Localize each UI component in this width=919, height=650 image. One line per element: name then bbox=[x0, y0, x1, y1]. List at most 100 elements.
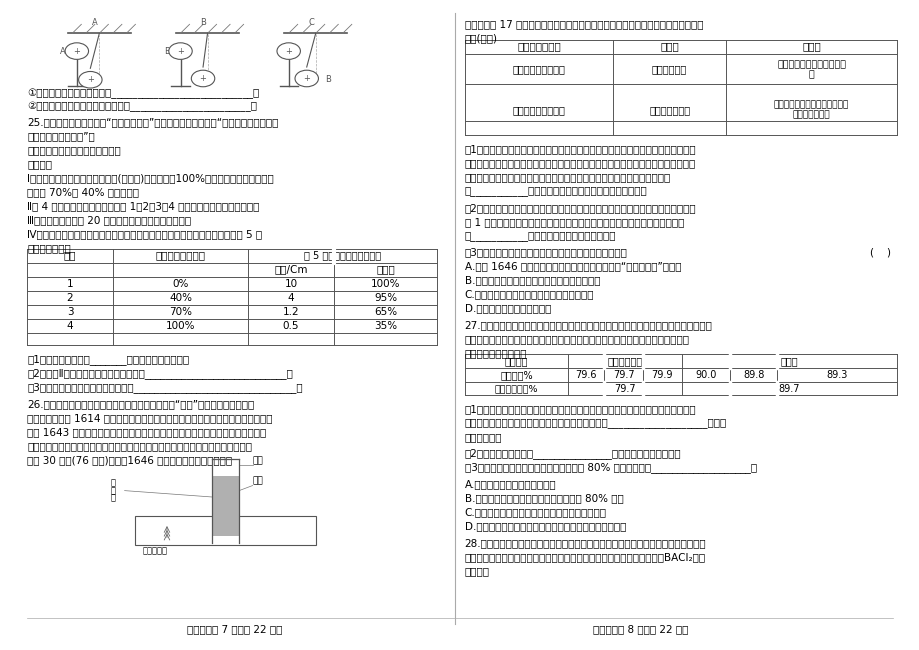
Text: 用 1 米左右长，不同直径的玻璃管进行托里拆利实验，如果观察到的实验现象: 用 1 米左右长，不同直径的玻璃管进行托里拆利实验，如果观察到的实验现象 bbox=[464, 216, 683, 227]
Text: 27.小柯为了研究用向上排空气法和排水法收集的氧气浓度是否有差异，做了如下实验：: 27.小柯为了研究用向上排空气法和排水法收集的氧气浓度是否有差异，做了如下实验： bbox=[464, 320, 711, 330]
Text: 管: 管 bbox=[110, 494, 115, 502]
Text: 100%: 100% bbox=[165, 320, 195, 331]
Text: （3）下列关于科学本质及科学发现过程的描述，正确的有: （3）下列关于科学本质及科学发现过程的描述，正确的有 bbox=[464, 247, 627, 257]
Text: 是___________，但是实验现象却是水柱液面下降得更多。: 是___________，但是实验现象却是水柱液面下降得更多。 bbox=[464, 186, 647, 196]
Text: 实验材料：黄豆、烟草及其他材料: 实验材料：黄豆、烟草及其他材料 bbox=[28, 146, 121, 155]
Text: 为氧气集满的标准；用排水法收集氧气时，以观察到___________________为氧气: 为氧气集满的标准；用排水法收集氧气时，以观察到_________________… bbox=[464, 418, 726, 428]
Text: 水銀: 水銀 bbox=[253, 476, 263, 486]
Text: （1）一些反对者认为，由于管内水銀产生了蕊汽，使水銀减少，水銀液面下降。为: （1）一些反对者认为，由于管内水銀产生了蕊汽，使水銀减少，水銀液面下降。为 bbox=[464, 144, 696, 154]
Text: 100%: 100% bbox=[370, 279, 400, 289]
Text: 89.8: 89.8 bbox=[743, 370, 764, 380]
Text: A: A bbox=[60, 47, 66, 56]
Text: 氧气浓度，数据见表。: 氧气浓度，数据见表。 bbox=[464, 348, 527, 358]
Text: 真空: 真空 bbox=[253, 456, 263, 465]
Bar bbox=[140, 521, 311, 543]
Text: (    ): ( ) bbox=[869, 247, 890, 257]
Text: ①小球偏离竖直方向的原因是___________________________。: ①小球偏离竖直方向的原因是___________________________… bbox=[28, 88, 259, 99]
Text: 0%: 0% bbox=[172, 279, 188, 289]
Text: +: + bbox=[74, 47, 80, 56]
Text: 探究步骤: 探究步骤 bbox=[28, 159, 52, 170]
Text: 关键问题的回答: 关键问题的回答 bbox=[516, 42, 561, 51]
Text: 65%: 65% bbox=[374, 307, 397, 317]
Text: Ⅰ用烟草、蕊馏水制得烟草浸出液(原浸液)，浓度视为100%，再通过稀释原浸液得到: Ⅰ用烟草、蕊馏水制得烟草浸出液(原浸液)，浓度视为100%，再通过稀释原浸液得到 bbox=[28, 174, 274, 183]
Text: B: B bbox=[324, 75, 330, 84]
Text: 25.小柯看到香烟盒上印有“吸烟有害健康”，于是他利用实验探究“烟草浸出液对种子萍: 25.小柯看到香烟盒上印有“吸烟有害健康”，于是他利用实验探究“烟草浸出液对种子… bbox=[28, 118, 278, 127]
Text: 28.为探究一瓶久置的氧化铜固体样品是否全部变质，小柯取少量样品配制成溶液，再: 28.为探究一瓶久置的氧化铜固体样品是否全部变质，小柯取少量样品配制成溶液，再 bbox=[464, 538, 706, 548]
Text: 芽长/Cm: 芽长/Cm bbox=[274, 265, 307, 274]
Text: 所有亚里士多德学派、笛卡尔、: 所有亚里士多德学派、笛卡尔、 bbox=[773, 100, 848, 109]
Text: +: + bbox=[86, 75, 94, 84]
Text: 氧气浓度%: 氧气浓度% bbox=[500, 370, 532, 380]
Text: 排水法: 排水法 bbox=[780, 356, 798, 367]
Text: 第 5 天的平均芽长和萍发率: 第 5 天的平均芽长和萍发率 bbox=[304, 250, 381, 261]
Text: Ⅲ在每个培养皿中放 20 粒同样饱满的黄豆，盖上盖子。: Ⅲ在每个培养皿中放 20 粒同样饱满的黄豆，盖上盖子。 bbox=[28, 215, 191, 226]
Text: 0.5: 0.5 bbox=[282, 320, 299, 331]
Text: C.科学发现是一个不断完善、不断修正的过程: C.科学发现是一个不断完善、不断修正的过程 bbox=[464, 289, 594, 300]
Text: 尔: 尔 bbox=[808, 71, 813, 80]
Text: 材料二：至少从 1614 年开始，伽利略却认为空气是有重量，他的同事典学生托里拆: 材料二：至少从 1614 年开始，伽利略却认为空气是有重量，他的同事典学生托里拆 bbox=[28, 413, 272, 423]
Text: 材料三：在 17 世纪中叶，对该实验的两个关键问题的回答都有代表性的支持者和反: 材料三：在 17 世纪中叶，对该实验的两个关键问题的回答都有代表性的支持者和反 bbox=[464, 20, 702, 29]
Text: 集满的标准。: 集满的标准。 bbox=[464, 432, 502, 442]
Text: D.当氧气进入集气瓶时，瓶内空气与进入的氧气相互扩散: D.当氧气进入集气瓶时，瓶内空气与进入的氧气相互扩散 bbox=[464, 521, 625, 531]
Text: 的数据如下表：: 的数据如下表： bbox=[28, 244, 71, 254]
Bar bbox=[135, 516, 315, 545]
Circle shape bbox=[295, 70, 318, 86]
Text: 酒柱与水柱哪个液面下降得更多？反对者们认为酒的液面下降得更多，原因: 酒柱与水柱哪个液面下降得更多？反对者们认为酒的液面下降得更多，原因 bbox=[464, 172, 670, 182]
Circle shape bbox=[65, 43, 88, 59]
Text: 35%: 35% bbox=[374, 320, 397, 331]
Text: 26.材料一：两千多年前，亚里士多德认为空气含有“重量”，真空是不存在的。: 26.材料一：两千多年前，亚里士多德认为空气含有“重量”，真空是不存在的。 bbox=[28, 399, 255, 409]
Text: 支持者: 支持者 bbox=[660, 42, 678, 51]
Text: 科学试卷第 7 页（八 22 页）: 科学试卷第 7 页（八 22 页） bbox=[187, 625, 282, 634]
Text: 40%: 40% bbox=[169, 292, 192, 303]
Text: 浓度为 70%、 40% 的浸出液。: 浓度为 70%、 40% 的浸出液。 bbox=[28, 187, 139, 198]
Text: （3）向上排空气法收集到的氧气浓度只有 80% 左右的原因有___________________。: （3）向上排空气法收集到的氧气浓度只有 80% 左右的原因有__________… bbox=[464, 463, 755, 473]
Text: 3: 3 bbox=[67, 307, 74, 317]
Text: 利在 1643 年做了如图实验：把一端封闭的长玻璃管装满水銀置在一个敬口的水銀: 利在 1643 年做了如图实验：把一端封闭的长玻璃管装满水銀置在一个敬口的水銀 bbox=[28, 427, 267, 437]
Text: 加热高锂酸钔因体，分别用两种方法各收集三瓶氧气，并使用传感器测定收集到的: 加热高锂酸钔因体，分别用两种方法各收集三瓶氧气，并使用传感器测定收集到的 bbox=[464, 334, 688, 344]
Text: 编号: 编号 bbox=[63, 250, 76, 261]
Bar bbox=[211, 476, 239, 536]
Text: 呼中性）: 呼中性） bbox=[464, 566, 489, 576]
Circle shape bbox=[168, 43, 192, 59]
Text: A.公元 1646 年前，所有人都赞同亚里士多德提出“真空不存在”的观点: A.公元 1646 年前，所有人都赞同亚里士多德提出“真空不存在”的观点 bbox=[464, 261, 680, 271]
Text: C.当观察到带火星木条复燃时，集气箱内还有空气: C.当观察到带火星木条复燃时，集气箱内还有空气 bbox=[464, 507, 606, 517]
Text: D.实验是科学研究的重要方法: D.实验是科学研究的重要方法 bbox=[464, 304, 550, 313]
Text: 79.6: 79.6 bbox=[575, 370, 596, 380]
Text: 79.9: 79.9 bbox=[651, 370, 673, 380]
Text: Ⅳ每天定时向各培养皿中喷洒等量、对应浓度的浸出液，并记录数据。其中第 5 天: Ⅳ每天定时向各培养皿中喷洒等量、对应浓度的浸出液，并记录数据。其中第 5 天 bbox=[28, 229, 262, 239]
Text: 90.0: 90.0 bbox=[695, 370, 716, 380]
Text: 95%: 95% bbox=[374, 292, 397, 303]
Circle shape bbox=[277, 43, 301, 59]
Text: 所有亚里士多德学派罗贝尔: 所有亚里士多德学派罗贝尔 bbox=[777, 60, 845, 70]
Text: 喷洒的浸出液浓度: 喷洒的浸出液浓度 bbox=[155, 250, 205, 261]
Text: 水銀柱上方存在真空: 水銀柱上方存在真空 bbox=[512, 105, 564, 114]
Text: B.科学实验中要努力得到和前人一样的实验结论: B.科学实验中要努力得到和前人一样的实验结论 bbox=[464, 276, 599, 285]
Text: 大气压力支撑水銀柱: 大气压力支撑水銀柱 bbox=[512, 64, 564, 74]
Text: A: A bbox=[92, 18, 97, 27]
Text: （1）小柯用向上排空气法收集氧气时，以能使放置在集气瓶瓶口的带火星木条复燃: （1）小柯用向上排空气法收集氧气时，以能使放置在集气瓶瓶口的带火星木条复燃 bbox=[464, 404, 696, 414]
Text: 科学试卷第 8 页（八 22 页）: 科学试卷第 8 页（八 22 页） bbox=[592, 625, 687, 634]
Text: 槽里，水銀从玻璃管顶部下降了一段距离后，液面不再下降，高度总保持距槽中水: 槽里，水銀从玻璃管顶部下降了一段距离后，液面不再下降，高度总保持距槽中水 bbox=[28, 441, 252, 451]
Text: 空气的重量: 空气的重量 bbox=[142, 547, 167, 556]
Text: 79.7: 79.7 bbox=[614, 384, 635, 394]
Text: 4: 4 bbox=[67, 320, 74, 331]
Text: 了反驳这一观点，帕斯卡同时拿出酒和水，询问反对者：用酒和水做托里拆利实验，: 了反驳这一观点，帕斯卡同时拿出酒和水，询问反对者：用酒和水做托里拆利实验， bbox=[464, 158, 695, 168]
Text: 89.3: 89.3 bbox=[826, 370, 847, 380]
Text: 玻: 玻 bbox=[110, 478, 115, 488]
Text: 罗贝瓦尔波文耳: 罗贝瓦尔波文耳 bbox=[648, 105, 689, 114]
Text: 氧气平均浓度%: 氧气平均浓度% bbox=[494, 384, 538, 393]
Text: +: + bbox=[285, 47, 292, 56]
Circle shape bbox=[191, 70, 214, 86]
Text: （1）本实验中编号为_______的培养皿作为对照组。: （1）本实验中编号为_______的培养皿作为对照组。 bbox=[28, 354, 189, 365]
Text: 璃: 璃 bbox=[110, 486, 115, 495]
Text: 笛卡尔帕斯卡: 笛卡尔帕斯卡 bbox=[652, 64, 686, 74]
Text: 4: 4 bbox=[288, 292, 294, 303]
Text: 向上排空气法: 向上排空气法 bbox=[607, 356, 641, 367]
Text: A.氧气的密度略大于空气的密度: A.氧气的密度略大于空气的密度 bbox=[464, 479, 555, 489]
Text: 发和幼苗生长的影响”。: 发和幼苗生长的影响”。 bbox=[28, 131, 95, 141]
Text: 1.2: 1.2 bbox=[282, 307, 299, 317]
Text: +: + bbox=[199, 74, 206, 83]
Text: 反对者: 反对者 bbox=[801, 42, 820, 51]
Text: +: + bbox=[303, 74, 310, 83]
Text: 銀面 30 英寸(76 厘米)左右。1646 年帕斯卡重复了这一实验。: 銀面 30 英寸(76 厘米)左右。1646 年帕斯卡重复了这一实验。 bbox=[28, 455, 233, 465]
